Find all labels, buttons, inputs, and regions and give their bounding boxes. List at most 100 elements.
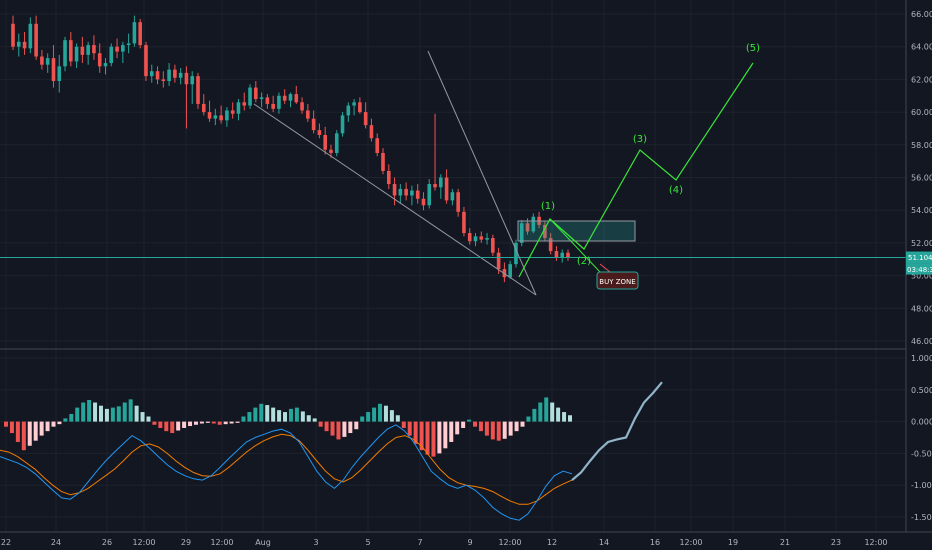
- candle-body: [560, 252, 565, 258]
- candle-body: [28, 23, 33, 49]
- histogram-bar: [401, 421, 406, 428]
- candle-body: [543, 224, 547, 238]
- candle-body: [294, 94, 299, 103]
- candle-body: [178, 72, 183, 78]
- candle-body: [184, 72, 189, 85]
- histogram-bar: [170, 421, 175, 434]
- histogram-bar: [484, 421, 489, 436]
- wave-label: (1): [541, 201, 555, 212]
- histogram-bar: [283, 412, 288, 422]
- x-tick-label: 5: [365, 538, 370, 547]
- histogram-bar: [372, 407, 377, 422]
- histogram-bar: [235, 421, 240, 423]
- candle-body: [427, 184, 432, 206]
- histogram-bar: [330, 421, 335, 436]
- histogram-bar: [33, 421, 38, 441]
- candle-body: [450, 192, 455, 201]
- candle-body: [444, 177, 449, 201]
- histogram-bar: [116, 406, 121, 422]
- candle-body: [288, 94, 293, 101]
- candle-body: [11, 23, 15, 47]
- x-tick-label: 12:00: [210, 538, 233, 547]
- histogram-bar: [265, 405, 270, 422]
- candle-body: [479, 236, 484, 240]
- candle-body: [375, 138, 380, 153]
- histogram-bar: [75, 407, 80, 422]
- histogram-bar: [93, 402, 98, 422]
- candle-body: [16, 41, 21, 47]
- histogram-bar: [21, 421, 26, 451]
- candle-body: [496, 252, 501, 270]
- histogram-bar: [431, 421, 436, 457]
- candle-body: [531, 216, 536, 232]
- x-tick-label: 14: [599, 538, 609, 547]
- histogram-bar: [176, 421, 181, 431]
- candle-body: [207, 112, 212, 119]
- histogram-bar: [15, 421, 20, 442]
- candle-body: [57, 66, 62, 82]
- indicator-y-tick-label: 1.000: [911, 354, 932, 363]
- histogram-bar: [514, 421, 519, 432]
- candle-body: [421, 198, 426, 206]
- indicator-y-tick-label: 0.000: [911, 418, 932, 427]
- indicator-projection: [571, 381, 663, 481]
- current-price-value: 51.104: [908, 254, 932, 262]
- candle-body: [554, 251, 559, 258]
- x-tick-label: 12:00: [679, 538, 702, 547]
- price-y-tick-label: 62.00: [911, 75, 932, 84]
- histogram-bar: [502, 421, 507, 439]
- histogram-bar: [271, 407, 276, 422]
- candle-body: [161, 79, 166, 82]
- histogram-bar: [223, 421, 228, 425]
- price-y-tick-label: 66.00: [911, 10, 932, 19]
- candle-body: [259, 97, 264, 100]
- histogram-bar: [544, 397, 549, 422]
- grid: [0, 0, 906, 532]
- histogram-bar: [4, 421, 8, 427]
- wave-label: (2): [577, 256, 591, 267]
- x-tick-label: 24: [51, 538, 61, 547]
- candle-body: [462, 211, 466, 234]
- candle-body: [63, 40, 67, 67]
- x-tick-label: 12:00: [132, 538, 155, 547]
- x-tick-label: 22: [1, 538, 11, 547]
- histogram-bar: [496, 421, 501, 441]
- x-tick-label: 21: [780, 538, 790, 547]
- x-tick-label: 3: [313, 538, 318, 547]
- candle-body: [300, 102, 304, 111]
- x-tick-label: Aug: [255, 538, 271, 547]
- histogram-bar: [538, 402, 543, 422]
- wave-label: (3): [633, 134, 647, 145]
- histogram-bar: [146, 416, 151, 422]
- histogram-bar: [69, 413, 74, 422]
- price-y-tick-label: 54.00: [911, 206, 932, 215]
- histogram-bar: [508, 421, 513, 436]
- candle-body: [433, 184, 437, 188]
- wedge-lower-trendline: [253, 103, 537, 296]
- candle-body: [398, 188, 403, 196]
- candle-body: [277, 95, 281, 109]
- candle-body: [369, 125, 374, 139]
- x-tick-label: 9: [467, 538, 472, 547]
- candle-body: [196, 76, 200, 104]
- candle-body: [230, 110, 235, 114]
- candle-body: [311, 118, 316, 131]
- candle-body: [248, 87, 252, 106]
- wave-label: (4): [669, 185, 683, 196]
- candle-body: [415, 190, 420, 199]
- x-tick-label: 12:00: [498, 538, 521, 547]
- x-tick-label: 7: [417, 538, 422, 547]
- indicator-y-tick-label: -0.500: [911, 449, 932, 458]
- x-tick-label: 16: [650, 538, 660, 547]
- candle-body: [86, 45, 90, 55]
- histogram-bar: [348, 421, 353, 434]
- current-price-badge: [906, 251, 932, 264]
- histogram-bar: [467, 419, 472, 422]
- histogram-bar: [104, 408, 109, 422]
- candle-body: [363, 112, 368, 126]
- histogram-bar: [182, 421, 187, 428]
- candle-body: [40, 56, 44, 65]
- histogram-bar: [128, 399, 133, 422]
- candle-body: [242, 102, 247, 106]
- candle-body: [22, 41, 27, 49]
